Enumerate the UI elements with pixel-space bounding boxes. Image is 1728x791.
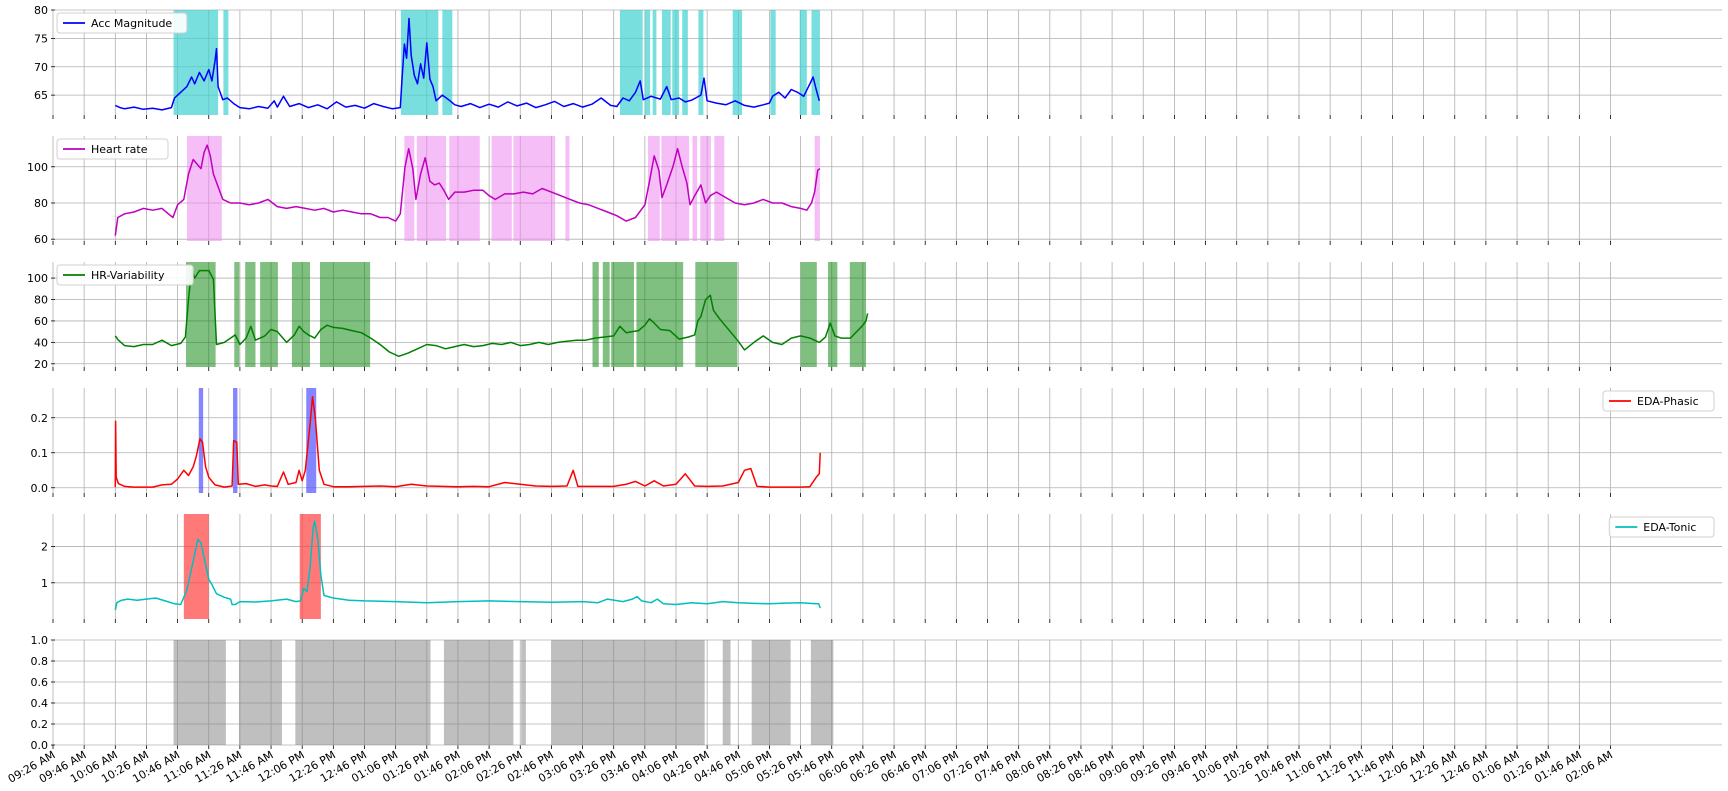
panel-eda_tonic: 1 2 EDA-Tonic xyxy=(41,514,1722,623)
legend-hrv: HR-Variability xyxy=(56,264,194,286)
series-line-hrv xyxy=(114,268,869,358)
shaded-span xyxy=(828,262,838,367)
panel-eda_phasic: 0.0 0.1 0.2 EDA-Phasic xyxy=(31,388,1722,497)
legend-eda_tonic: EDA-Tonic xyxy=(1608,516,1715,538)
shaded-span xyxy=(245,262,256,367)
legend-label: EDA-Tonic xyxy=(1643,521,1696,534)
y-tick-label: 1 xyxy=(41,577,48,590)
shaded-span xyxy=(647,136,660,241)
panel-hr: 60 80 100 Heart rate xyxy=(27,136,1722,246)
series-line-hr xyxy=(114,144,821,236)
y-tick-label: 0.0 xyxy=(31,739,49,752)
shaded-span xyxy=(234,262,240,367)
panel-acc: 65 70 75 80 Acc Magnitude xyxy=(34,4,1722,119)
shaded-span xyxy=(672,10,680,115)
shaded-span xyxy=(814,136,820,241)
legend-hr: Heart rate xyxy=(56,138,169,160)
shaded-span xyxy=(732,10,743,115)
shaded-span xyxy=(652,10,657,115)
legend-eda_phasic: EDA-Phasic xyxy=(1602,390,1715,412)
shaded-span xyxy=(449,136,480,241)
shaded-span xyxy=(306,388,317,493)
y-tick-label: 60 xyxy=(34,315,48,328)
shaded-span xyxy=(173,640,226,745)
shaded-span xyxy=(491,136,512,241)
y-tick-label: 100 xyxy=(27,272,48,285)
y-tick-label: 20 xyxy=(34,358,48,371)
panel-activity: 0.0 0.2 0.4 0.6 0.8 1.0 xyxy=(31,634,1722,752)
shaded-span xyxy=(565,136,570,241)
shaded-span xyxy=(602,262,610,367)
shaded-span xyxy=(592,262,599,367)
panel-hrv: 20 40 60 80 100 HR-Variability xyxy=(27,262,1722,371)
y-tick-label: 0.4 xyxy=(31,697,49,710)
y-tick-label: 1.0 xyxy=(31,634,49,647)
shaded-span xyxy=(521,640,526,745)
shaded-span xyxy=(291,262,310,367)
shaded-span xyxy=(811,10,820,115)
legend-box xyxy=(1602,390,1715,412)
shaded-span xyxy=(636,262,684,367)
shaded-span xyxy=(698,10,704,115)
shaded-span xyxy=(661,10,671,115)
shaded-span xyxy=(682,10,688,115)
y-tick-label: 80 xyxy=(34,294,48,307)
shaded-span xyxy=(238,640,282,745)
shaded-span xyxy=(849,262,867,367)
shaded-span xyxy=(810,640,834,745)
legend-box xyxy=(1608,516,1715,538)
legend-box xyxy=(56,264,194,286)
legend-box xyxy=(56,138,169,160)
y-tick-label: 70 xyxy=(34,61,48,74)
shaded-span xyxy=(751,640,791,745)
series-line-acc xyxy=(114,17,821,111)
y-tick-label: 0.0 xyxy=(31,482,49,495)
legend-label: Heart rate xyxy=(91,143,148,156)
shaded-span xyxy=(714,136,725,241)
shaded-span xyxy=(800,262,817,367)
shaded-span xyxy=(443,640,514,745)
shaded-span xyxy=(295,640,431,745)
shaded-span xyxy=(770,10,776,115)
series-line-eda_tonic xyxy=(114,520,821,611)
y-tick-label: 80 xyxy=(34,4,48,17)
shaded-span xyxy=(233,388,238,493)
shaded-span xyxy=(799,10,807,115)
shaded-span xyxy=(611,262,634,367)
y-tick-label: 65 xyxy=(34,89,48,102)
shaded-span xyxy=(400,10,439,115)
y-tick-label: 0.2 xyxy=(31,412,49,425)
shaded-span xyxy=(442,10,453,115)
shaded-span xyxy=(700,136,711,241)
y-tick-label: 2 xyxy=(41,541,48,554)
y-tick-label: 40 xyxy=(34,336,48,349)
y-tick-label: 75 xyxy=(34,32,48,45)
shaded-span xyxy=(692,136,698,241)
legend-label: HR-Variability xyxy=(91,269,165,282)
shaded-span xyxy=(644,10,651,115)
legend-label: Acc Magnitude xyxy=(91,17,172,30)
y-tick-label: 0.2 xyxy=(31,718,49,731)
shaded-span xyxy=(404,136,415,241)
legend-label: EDA-Phasic xyxy=(1637,395,1699,408)
shaded-span xyxy=(722,640,731,745)
shaded-span xyxy=(319,262,371,367)
legend-acc: Acc Magnitude xyxy=(56,12,188,34)
series-line-eda_phasic xyxy=(114,396,821,488)
shaded-span xyxy=(260,262,278,367)
shaded-span xyxy=(513,136,556,241)
shaded-span xyxy=(552,640,705,745)
y-tick-label: 0.6 xyxy=(31,676,49,689)
legend-box xyxy=(56,12,188,34)
shaded-span xyxy=(183,514,209,619)
y-tick-label: 80 xyxy=(34,197,48,210)
shaded-span xyxy=(416,136,447,241)
shaded-span xyxy=(223,10,229,115)
y-tick-label: 60 xyxy=(34,233,48,246)
y-tick-label: 0.8 xyxy=(31,655,49,668)
y-tick-label: 0.1 xyxy=(31,447,49,460)
y-tick-label: 100 xyxy=(27,161,48,174)
